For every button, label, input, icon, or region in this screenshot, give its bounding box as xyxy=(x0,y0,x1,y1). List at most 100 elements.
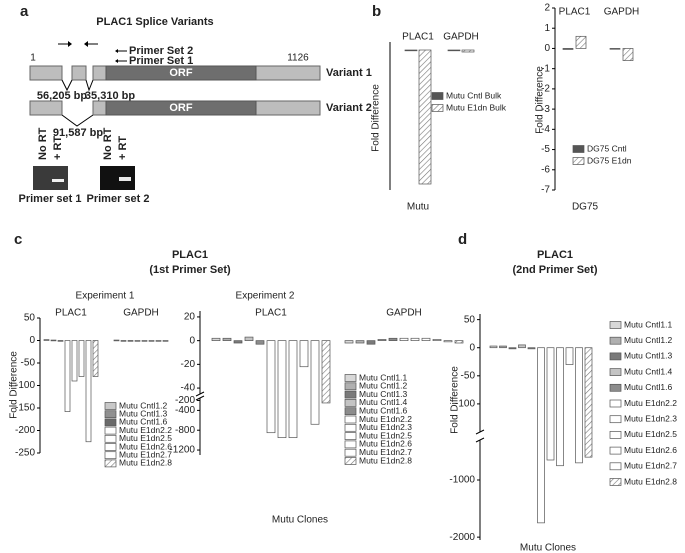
legend-label: Mutu Cntl1.1 xyxy=(624,319,672,329)
y-tick-label: -1200 xyxy=(169,445,195,456)
bar xyxy=(421,337,431,341)
exon xyxy=(71,65,87,81)
legend-swatch xyxy=(609,383,622,392)
legend-label: Mutu E1dn Bulk xyxy=(446,102,507,112)
bar xyxy=(461,49,475,53)
legend-swatch xyxy=(344,448,357,457)
primer-label: Primer Set 2 xyxy=(129,45,193,57)
bar xyxy=(418,49,432,185)
legend-label: Mutu E1dn2.2 xyxy=(119,425,172,435)
bar xyxy=(222,337,232,341)
legend-swatch xyxy=(344,415,357,424)
lane-label: No RT xyxy=(102,127,114,160)
legend-swatch xyxy=(609,431,622,439)
bar xyxy=(277,340,287,439)
y-tick-label: -200 xyxy=(15,425,35,436)
legend-label: Mutu Cntl1.6 xyxy=(624,382,672,392)
y-tick-label: -40 xyxy=(181,383,196,394)
legend-label: Mutu E1dn2.6 xyxy=(624,445,677,455)
primer-label: Primer Set 1 xyxy=(129,55,193,67)
legend-swatch xyxy=(104,410,117,419)
legend-swatch xyxy=(104,402,117,410)
legend-swatch xyxy=(104,426,117,435)
bar xyxy=(255,340,265,345)
y-tick-label: -800 xyxy=(175,425,195,436)
legend-label: Mutu E1dn2.2 xyxy=(624,398,677,408)
y-tick-label: 0 xyxy=(189,335,195,346)
bar xyxy=(321,340,331,404)
legend-label: Mutu E1dn2.6 xyxy=(359,439,412,449)
orf-label: ORF xyxy=(169,102,193,114)
legend-swatch xyxy=(344,374,357,382)
variant-label: Variant 1 xyxy=(326,67,372,79)
y-axis-label: Fold Difference xyxy=(9,351,20,419)
legend-swatch xyxy=(344,399,357,407)
y-tick-label: -250 xyxy=(15,448,35,459)
orf xyxy=(105,100,257,116)
legend-label: Mutu Cntl1.3 xyxy=(359,389,407,399)
y-tick-label: -150 xyxy=(15,403,35,414)
legend-label: Mutu Cntl1.3 xyxy=(624,351,672,361)
group-label: GAPDH xyxy=(386,308,422,319)
legend-swatch xyxy=(609,478,622,486)
bar xyxy=(43,339,50,341)
group-label: PLAC1 xyxy=(402,32,434,43)
subtitle: (2nd Primer Set) xyxy=(513,264,598,276)
group-label: GAPDH xyxy=(123,308,159,319)
group-label: PLAC1 xyxy=(255,308,287,319)
bar xyxy=(134,340,141,342)
legend-label: Mutu Cntl1.1 xyxy=(359,372,407,382)
legend-swatch xyxy=(572,145,585,153)
legend-swatch xyxy=(344,423,357,432)
legend-label: Mutu E1dn2.7 xyxy=(624,461,677,471)
bar xyxy=(92,340,99,377)
bar xyxy=(344,340,354,344)
y-tick-label: 1 xyxy=(544,23,550,34)
y-tick-label: 0 xyxy=(29,335,35,346)
legend-label: Mutu E1dn2.6 xyxy=(119,441,172,451)
legend-label: Mutu Cntl1.4 xyxy=(624,366,672,376)
y-tick-label: -400 xyxy=(175,405,195,416)
y-tick-label: -7 xyxy=(541,185,550,196)
bar xyxy=(148,340,155,342)
y-tick-label: 0 xyxy=(469,342,475,353)
legend-swatch xyxy=(431,92,444,100)
bar xyxy=(575,35,587,49)
lane-label: + RT xyxy=(52,136,64,160)
legend-swatch xyxy=(609,462,622,471)
gel-band xyxy=(52,179,64,182)
bar xyxy=(155,340,162,342)
y-tick-label: -3 xyxy=(541,104,550,115)
axis-break xyxy=(475,429,485,435)
bar xyxy=(432,339,442,341)
position-end: 1126 xyxy=(287,53,309,64)
y-tick-label: 0 xyxy=(544,43,550,54)
legend-label: Mutu E1dn2.5 xyxy=(359,430,412,440)
y-tick-label: -5 xyxy=(541,144,550,155)
legend-swatch xyxy=(104,434,117,443)
legend-swatch xyxy=(344,407,357,416)
legend-label: Mutu Cntl1.3 xyxy=(119,408,167,418)
bar xyxy=(527,347,536,350)
x-axis-label: Mutu Clones xyxy=(272,515,328,526)
lane-label: No RT xyxy=(37,127,49,160)
legend-swatch xyxy=(344,432,357,440)
x-axis-label: DG75 xyxy=(572,202,599,213)
legend-swatch xyxy=(344,440,357,449)
legend-label: Mutu Cntl Bulk xyxy=(446,90,502,100)
bar xyxy=(71,340,78,382)
orf-label: ORF xyxy=(169,67,193,79)
exon xyxy=(29,65,63,81)
axis-break xyxy=(195,395,205,401)
y-tick-label: 50 xyxy=(24,313,36,324)
bar xyxy=(443,340,453,343)
intron-size: 35,310 bp xyxy=(85,90,135,102)
legend-swatch xyxy=(609,321,622,329)
y-tick-label: -2000 xyxy=(449,532,475,543)
legend-label: Mutu E1dn2.5 xyxy=(624,429,677,439)
bar xyxy=(113,339,120,342)
orf xyxy=(105,65,257,81)
group-label: GAPDH xyxy=(604,7,640,18)
bar xyxy=(556,347,564,467)
legend-label: Mutu E1dn2.8 xyxy=(119,458,172,468)
